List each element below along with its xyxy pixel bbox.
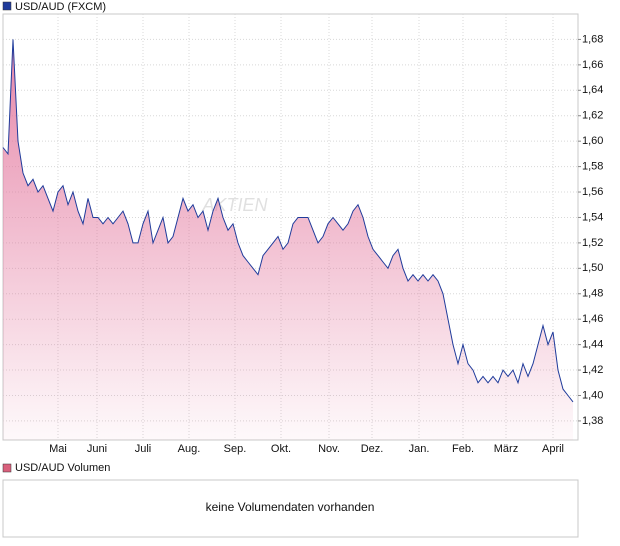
legend-label: USD/AUD Volumen [15,462,110,474]
y-tick-label: 1,64 [582,84,603,96]
x-tick-label: Juli [135,443,152,455]
x-tick-label: Feb. [452,443,474,455]
x-tick-label: Aug. [178,443,201,455]
y-tick-label: 1,68 [582,33,603,45]
no-data-message: keine Volumendaten vorhanden [206,500,375,514]
area [3,39,573,441]
x-tick-label: Sep. [224,443,247,455]
legend-swatch [2,1,12,11]
y-tick-label: 1,42 [582,364,603,376]
line [2,39,574,403]
y-tick-label: 1,56 [582,186,603,198]
y-tick-label: 1,44 [582,339,603,351]
legend-label: USD/AUD (FXCM) [15,1,106,13]
x-tick-label: Mai [49,443,67,455]
y-tick-label: 1,48 [582,288,603,300]
y-tick-label: 1,60 [582,135,603,147]
y-tick-label: 1,58 [582,161,603,173]
x-tick-label: April [542,443,564,455]
y-tick-label: 1,40 [582,389,603,401]
x-tick-label: Dez. [361,443,384,455]
x-tick-label: März [494,443,518,455]
legend-swatch [2,463,12,473]
y-tick-label: 1,38 [582,415,603,427]
y-tick-label: 1,62 [582,110,603,122]
y-tick-label: 1,46 [582,313,603,325]
volume-frame [2,479,579,538]
y-tick-label: 1,66 [582,59,603,71]
x-tick-label: Juni [87,443,107,455]
y-tick-label: 1,54 [582,211,603,223]
x-tick-label: Nov. [318,443,340,455]
x-tick-label: Okt. [271,443,291,455]
x-tick-label: Jan. [409,443,430,455]
y-tick-label: 1,50 [582,262,603,274]
watermark: AKTIEN [201,195,268,215]
y-tick-label: 1,52 [582,237,603,249]
